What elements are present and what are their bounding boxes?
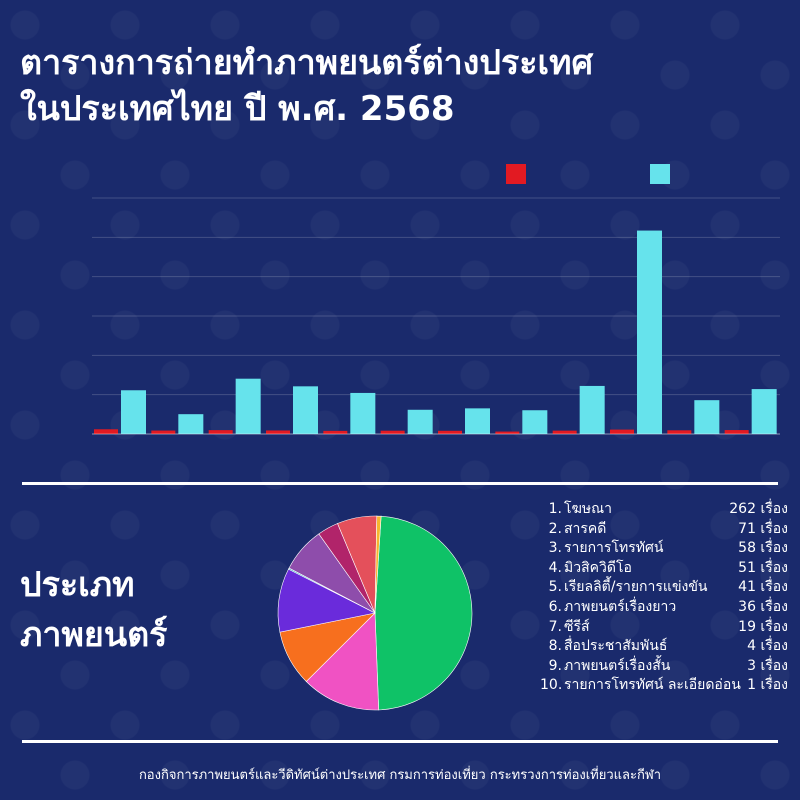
- title-line-2: ในประเทศไทย ปี พ.ศ. 2568: [20, 89, 455, 129]
- section-title: ประเภท ภาพยนตร์: [20, 560, 167, 660]
- type-list-count: 58 เรื่อง: [738, 540, 788, 557]
- type-list-item: 5. เรียลลิตี้/รายการแข่งขัน 41 เรื่อง: [540, 578, 788, 598]
- type-list-item: 6. ภาพยนตร์เรื่องยาว 36 เรื่อง: [540, 598, 788, 618]
- section-title-line-1: ประเภท: [20, 565, 135, 605]
- pie-slice: [374, 515, 473, 711]
- type-list: 1. โฆษณา 262 เรื่อง 2. สารคดี 71 เรื่อง 3. รายก…: [540, 500, 788, 696]
- type-list-number: 7.: [548, 618, 562, 635]
- bar-value-feb: [178, 414, 204, 434]
- title-line-1: ตารางการถ่ายทำภาพยนตร์ต่างประเทศ: [20, 43, 594, 83]
- bar-count-feb: [151, 430, 176, 434]
- type-list-count: 71 เรื่อง: [738, 520, 788, 537]
- monthly-bar-chart: [92, 164, 780, 435]
- section-title-line-2: ภาพยนตร์: [20, 615, 168, 655]
- divider-top: [22, 482, 778, 485]
- bar-value-oct: [637, 230, 662, 434]
- type-list-item: 10. รายการโทรทัศน์ ละเอียดอ่อน 1 เรื่อง: [540, 676, 788, 696]
- type-list-number: 10.: [540, 677, 563, 694]
- type-list-number: 5.: [548, 579, 562, 596]
- bar-count-mar: [208, 430, 233, 434]
- type-list-number: 2.: [548, 520, 562, 537]
- type-list-name: รายการโทรทัศน์: [564, 540, 664, 557]
- type-list-number: 1.: [548, 501, 562, 517]
- type-list-item: 4. มิวสิควิดีโอ 51 เรื่อง: [540, 559, 788, 579]
- type-list-name: รายการโทรทัศน์ ละเอียดอ่อน: [564, 677, 741, 694]
- type-list-count: 1 เรื่อง: [747, 677, 788, 694]
- footer-credit: กองกิจการภาพยนตร์และวีดิทัศน์ต่างประเทศ …: [138, 768, 662, 783]
- bar-value-nov: [694, 400, 720, 434]
- type-list-count: 36 เรื่อง: [738, 598, 788, 615]
- type-list-name: เรียลลิตี้/รายการแข่งขัน: [564, 579, 708, 596]
- bar-value-jul: [465, 408, 490, 434]
- type-list-name: โฆษณา: [564, 501, 612, 517]
- bar-count-jan: [94, 429, 118, 434]
- type-list-name: สื่อประชาสัมพันธ์: [564, 638, 668, 655]
- bar-count-aug: [495, 431, 520, 434]
- pie-slice: [305, 612, 379, 711]
- type-list-count: 3 เรื่อง: [747, 657, 788, 674]
- bar-value-dec: [751, 389, 777, 434]
- type-list-number: 6.: [548, 598, 562, 615]
- type-list-count: 19 เรื่อง: [738, 618, 788, 635]
- type-list-item: 8. สื่อประชาสัมพันธ์ 4 เรื่อง: [540, 637, 788, 657]
- bar-value-mar: [235, 378, 261, 434]
- pie-slice: [374, 515, 382, 614]
- type-list-number: 3.: [548, 540, 562, 557]
- type-list-number: 8.: [548, 638, 562, 655]
- type-list-number: 9.: [548, 657, 562, 674]
- type-list-name: ภาพยนตร์เรื่องยาว: [564, 598, 677, 615]
- page-title: ตารางการถ่ายทำภาพยนตร์ต่างประเทศ ในประเท…: [20, 40, 780, 132]
- type-list-name: ซีรีส์: [564, 618, 590, 635]
- type-list-count: 262 เรื่อง: [729, 501, 788, 517]
- type-list-name: สารคดี: [564, 520, 607, 537]
- bar-count-dec: [724, 430, 749, 434]
- bar-count-jun: [380, 430, 405, 434]
- type-list-item: 9. ภาพยนตร์เรื่องสั้น 3 เรื่อง: [540, 657, 788, 677]
- type-list-count: 41 เรื่อง: [738, 579, 788, 596]
- bar-count-jul: [438, 430, 462, 434]
- legend-swatch: [506, 164, 526, 184]
- type-list-item: 1. โฆษณา 262 เรื่อง: [540, 500, 788, 520]
- bar-value-jun: [407, 409, 433, 434]
- type-pie-chart: [277, 515, 473, 711]
- bar-value-apr: [293, 386, 318, 434]
- type-list-item: 3. รายการโทรทัศน์ 58 เรื่อง: [540, 539, 788, 559]
- bar-value-aug: [522, 410, 548, 434]
- bar-count-sep: [552, 430, 577, 434]
- type-list-name: มิวสิควิดีโอ: [564, 559, 632, 576]
- type-list-count: 4 เรื่อง: [747, 638, 788, 655]
- type-list-item: 2. สารคดี 71 เรื่อง: [540, 520, 788, 540]
- type-list-item: 7. ซีรีส์ 19 เรื่อง: [540, 618, 788, 638]
- type-list-name: ภาพยนตร์เรื่องสั้น: [564, 657, 671, 674]
- bar-count-apr: [266, 430, 290, 434]
- bar-count-oct: [610, 429, 634, 434]
- type-list-number: 4.: [548, 559, 562, 576]
- type-list-count: 51 เรื่อง: [738, 559, 788, 576]
- bar-value-may: [350, 392, 376, 434]
- bar-value-sep: [579, 385, 605, 434]
- bar-value-jan: [121, 390, 146, 434]
- bar-count-nov: [667, 430, 692, 434]
- divider-bottom: [22, 740, 778, 743]
- bar-count-may: [323, 430, 348, 434]
- legend-swatch: [650, 164, 670, 184]
